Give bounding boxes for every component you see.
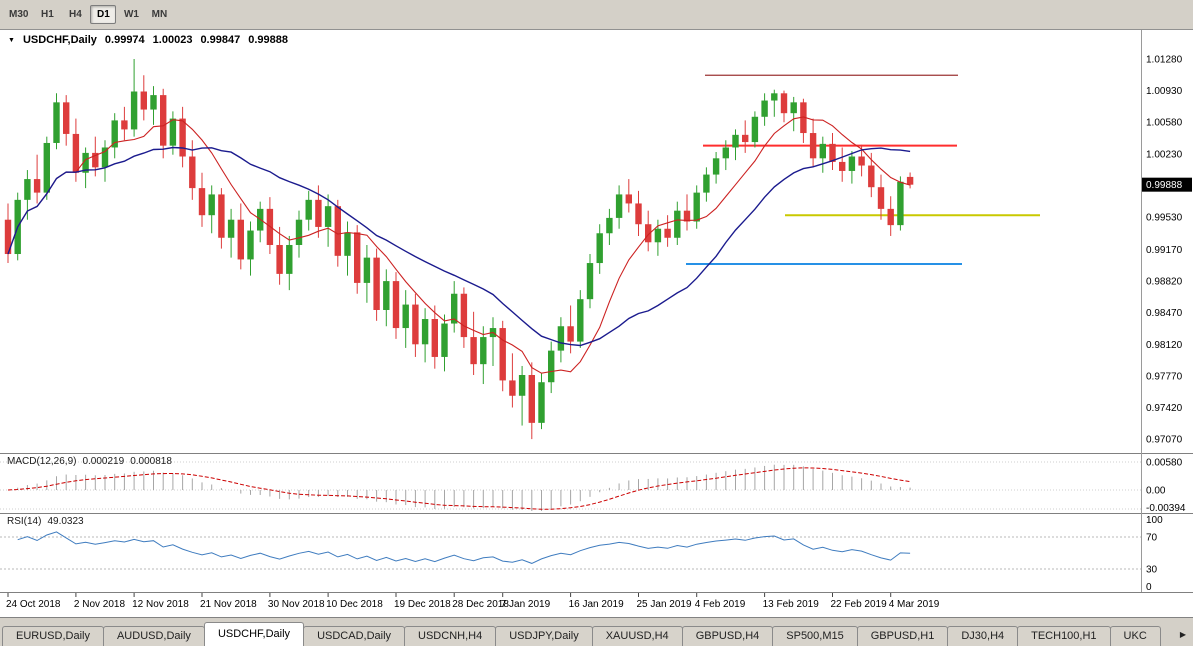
chart-tab-xauusd-h4[interactable]: XAUUSD,H4 (591, 626, 683, 646)
chart-tabs: EURUSD,Daily AUDUSD,Daily USDCHF,Daily USDC… (2, 622, 1161, 646)
svg-text:25 Jan 2019: 25 Jan 2019 (637, 599, 692, 610)
chart-tab-ukc[interactable]: UKC (1109, 626, 1161, 646)
chart-collapse-icon[interactable]: ▼ (8, 36, 15, 44)
chart-tab-gbpusd-h1[interactable]: GBPUSD,H1 (856, 626, 949, 646)
svg-text:0.99170: 0.99170 (1146, 245, 1183, 256)
svg-text:10 Dec 2018: 10 Dec 2018 (326, 599, 383, 610)
svg-text:0.98120: 0.98120 (1146, 340, 1183, 351)
timeframe-button-h1[interactable]: H1 (41, 9, 54, 20)
chart-tab-tech100-h1[interactable]: TECH100,H1 (1017, 626, 1111, 646)
chart-symbol-label: USDCHF,Daily (22, 34, 97, 46)
timeframe-button-d1[interactable]: D1 (90, 5, 117, 24)
timeframe-button-h4[interactable]: H4 (69, 9, 82, 20)
svg-text:1.01280: 1.01280 (1146, 55, 1183, 66)
macd-name: MACD(12,26,9) (7, 456, 77, 467)
svg-text:0.97770: 0.97770 (1146, 371, 1183, 382)
svg-text:1.00930: 1.00930 (1146, 86, 1183, 97)
svg-text:30: 30 (1146, 565, 1158, 576)
svg-text:24 Oct 2018: 24 Oct 2018 (6, 599, 61, 610)
svg-text:13 Feb 2019: 13 Feb 2019 (763, 599, 820, 610)
chart-tab-usdjpy-daily[interactable]: USDJPY,Daily (495, 626, 593, 646)
chart-open-value: 0.99974 (104, 34, 145, 46)
svg-text:100: 100 (1146, 515, 1163, 526)
chart-tabs-bar: EURUSD,Daily AUDUSD,Daily USDCHF,Daily USDC… (0, 617, 1193, 646)
rsi-indicator-label: RSI(14) 49.0323 (7, 516, 84, 527)
chart-tab-usdchf-daily[interactable]: USDCHF,Daily (203, 622, 305, 646)
chart-window: 1.01280 1.00930 1.00580 1.00230 0.99530 0.991… (0, 30, 1193, 617)
chart-tab-gbpusd-h4[interactable]: GBPUSD,H4 (681, 626, 774, 646)
chart-title: ▼ USDCHF,Daily 0.99974 1.00023 0.99847 0… (8, 34, 288, 46)
timeframe-toolbar: M30 H1 H4 D1 W1 MN (0, 0, 1193, 30)
svg-text:19 Dec 2018: 19 Dec 2018 (394, 599, 451, 610)
chart-high-value: 1.00023 (152, 34, 193, 46)
svg-text:0.98820: 0.98820 (1146, 277, 1183, 288)
svg-text:70: 70 (1146, 533, 1158, 544)
chart-tab-sp500-m15[interactable]: SP500,M15 (772, 626, 858, 646)
svg-text:-0.00394: -0.00394 (1146, 503, 1186, 514)
svg-text:12 Nov 2018: 12 Nov 2018 (132, 599, 189, 610)
svg-text:4 Mar 2019: 4 Mar 2019 (889, 599, 940, 610)
svg-text:0.00: 0.00 (1146, 486, 1166, 497)
svg-text:4 Feb 2019: 4 Feb 2019 (695, 599, 746, 610)
svg-text:16 Jan 2019: 16 Jan 2019 (569, 599, 624, 610)
svg-text:0.99530: 0.99530 (1146, 212, 1183, 223)
chart-tab-dj30-h4[interactable]: DJ30,H4 (947, 626, 1019, 646)
chart-close-value: 0.99888 (248, 34, 288, 46)
macd-main-value: 0.000219 (82, 456, 125, 467)
svg-text:0.98470: 0.98470 (1146, 308, 1183, 319)
price-chart[interactable]: 1.01280 1.00930 1.00580 1.00230 0.99530 0.991… (0, 30, 1193, 617)
svg-text:28 Dec 2018: 28 Dec 2018 (452, 599, 509, 610)
svg-text:0.97420: 0.97420 (1146, 403, 1183, 414)
chart-tab-eurusd-daily[interactable]: EURUSD,Daily (2, 626, 104, 646)
svg-text:1.00230: 1.00230 (1146, 149, 1183, 160)
svg-text:7 Jan 2019: 7 Jan 2019 (501, 599, 551, 610)
svg-text:0.00580: 0.00580 (1146, 457, 1183, 468)
macd-signal-value: 0.000818 (130, 456, 172, 467)
chart-low-value: 0.99847 (200, 34, 241, 46)
svg-text:1.00580: 1.00580 (1146, 118, 1183, 129)
tabs-scroll-right-button[interactable]: ▶ (1175, 626, 1191, 642)
svg-text:21 Nov 2018: 21 Nov 2018 (200, 599, 257, 610)
chart-tab-audusd-daily[interactable]: AUDUSD,Daily (102, 626, 205, 646)
svg-text:2 Nov 2018: 2 Nov 2018 (74, 599, 126, 610)
chart-tab-usdcad-daily[interactable]: USDCAD,Daily (303, 626, 406, 646)
rsi-value: 49.0323 (47, 516, 84, 527)
svg-text:22 Feb 2019: 22 Feb 2019 (831, 599, 888, 610)
macd-indicator-label: MACD(12,26,9) 0.000219 0.000818 (7, 456, 172, 467)
svg-text:0: 0 (1146, 582, 1152, 593)
svg-text:30 Nov 2018: 30 Nov 2018 (268, 599, 325, 610)
svg-text:0.97070: 0.97070 (1146, 435, 1183, 446)
svg-text:0.99888: 0.99888 (1146, 180, 1183, 191)
rsi-name: RSI(14) (7, 516, 42, 527)
timeframe-button-w1[interactable]: W1 (123, 9, 139, 20)
chart-tab-usdcnh-h4[interactable]: USDCNH,H4 (404, 626, 497, 646)
timeframe-button-m30[interactable]: M30 (9, 9, 29, 20)
timeframe-button-mn[interactable]: MN (151, 9, 168, 20)
